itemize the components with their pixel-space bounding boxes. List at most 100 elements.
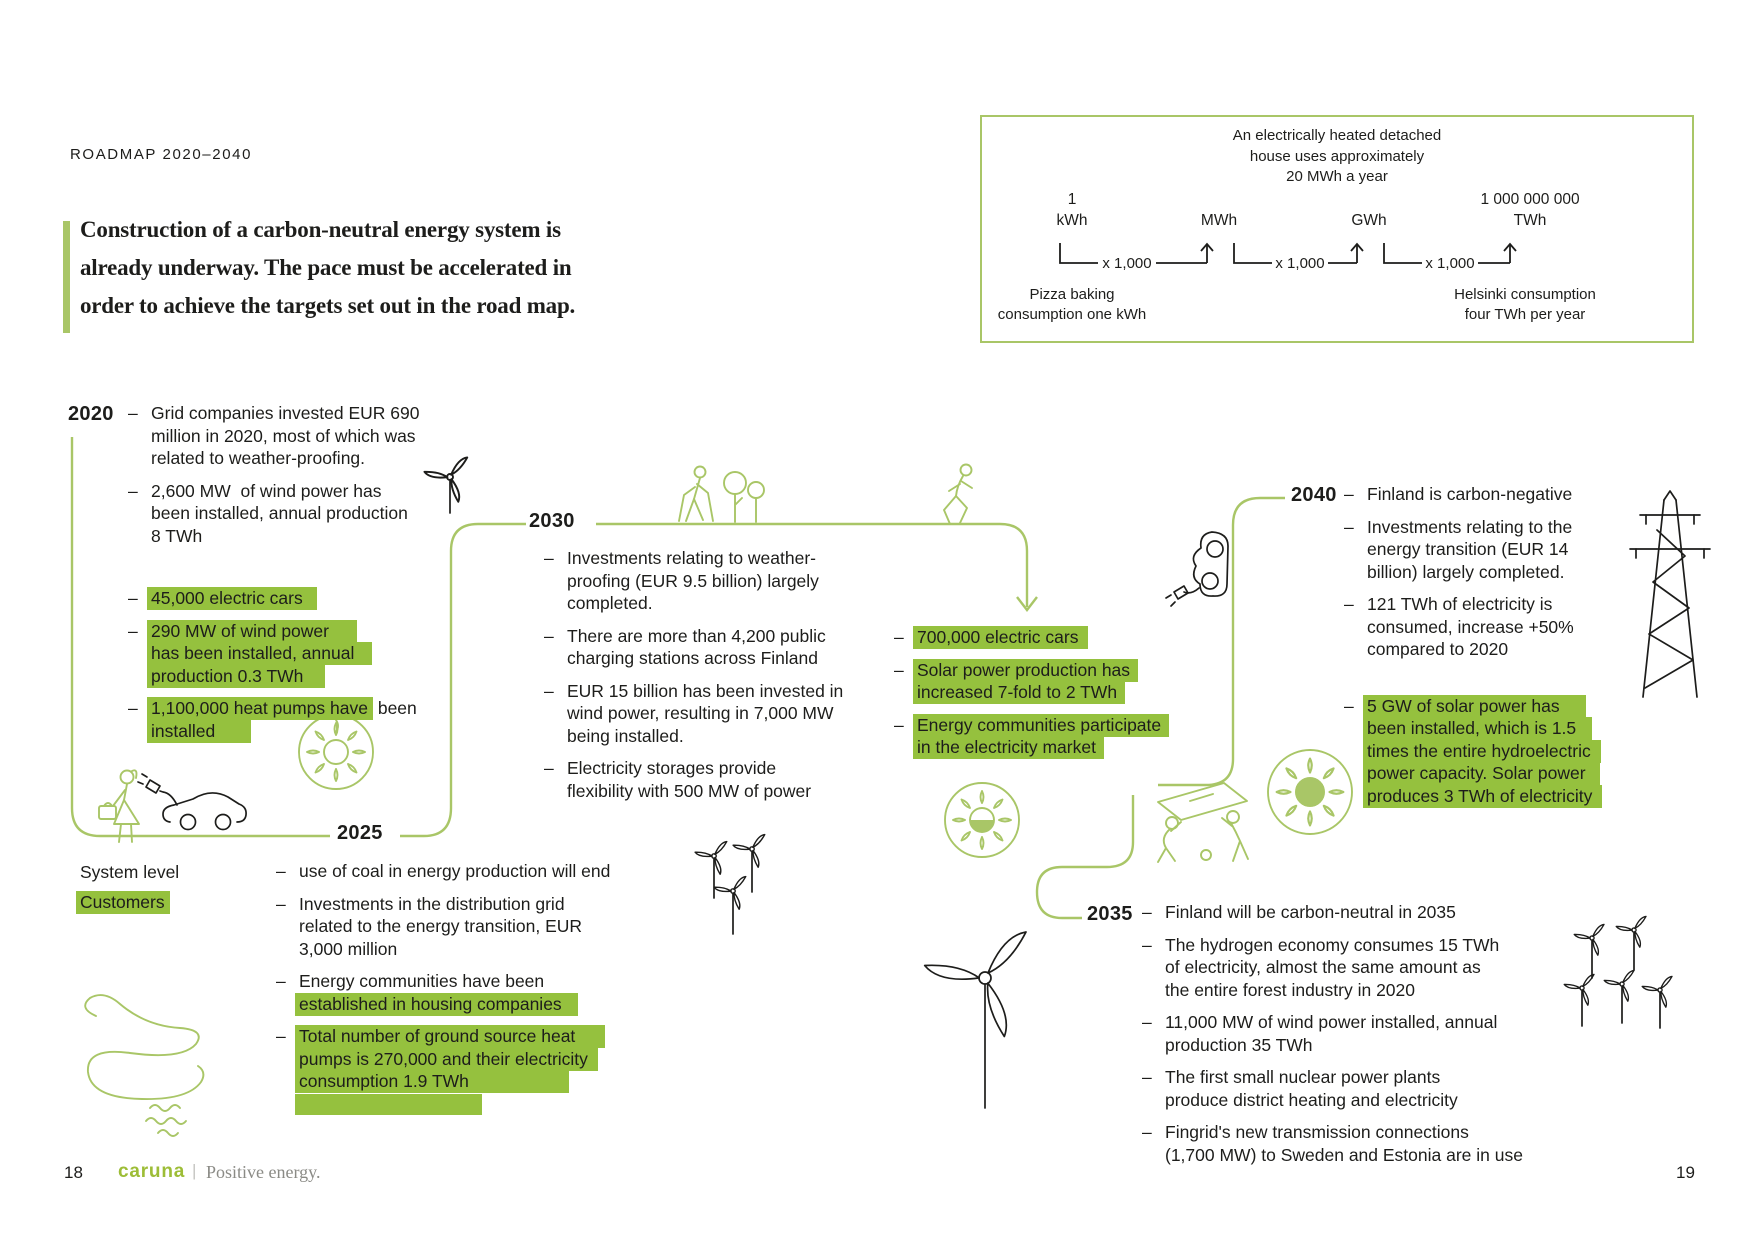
highlighted-text: 5 GW of solar power has [1363,694,1586,718]
bullet-text: related to the energy transition, EUR [299,916,583,936]
bullet-item: – Finland will be carbon-neutral in 2035 [1142,901,1562,924]
highlighted-text: 290 MW of wind power [147,619,357,643]
wind-farm-cluster-icon [1563,915,1673,1029]
footer-separator: | [192,1161,197,1180]
note-line: consumption one kWh [997,305,1147,323]
bullet-dash: – [1142,1067,1152,1087]
unit-gwh: GWh [1304,189,1434,231]
bullet-text: the entire forest industry in 2020 [1165,979,1416,1000]
unit-label: MWh [1200,212,1238,229]
bullet-item: – EUR 15 billion has been invested in wind… [544,680,904,748]
bullet-item: – Solar power production has increased 7-f… [894,658,1224,704]
bullet-text: consumed, increase +50% [1367,616,1574,637]
bullet-dash: – [1344,695,1354,716]
milestone-2020-bullets: – Grid companies invested EUR 690 million … [128,402,508,743]
unit-value [1304,189,1434,210]
lead-quote-line: already underway. The pace must be accel… [80,255,572,280]
bullet-text: of electricity, almost the same amount a… [1165,957,1481,977]
bullet-text: 2,600 MW of wind power has [151,480,382,501]
page-number-right: 19 [1676,1163,1695,1182]
bullet-text: (1,700 MW) to Sweden and Estonia are in … [1165,1144,1523,1165]
bullet-item: –1,100,000 heat pumps have been installed [128,697,508,743]
bullet-item: – Electricity storages provide flexibility… [544,757,904,802]
lead-quote: Construction of a carbon-neutral energy … [80,211,575,325]
unit-box-title-line: An electrically heated detached [1232,127,1442,144]
bullet-text: Grid companies invested EUR 690 [151,403,420,423]
customer-woman-icon [98,769,140,843]
unit-mwh: MWh [1154,189,1284,231]
bullet-text: Finland will be carbon-neutral in 2035 [1165,902,1456,922]
highlighted-text: has been installed, annual [147,642,373,665]
bullet-dash: – [1344,594,1354,614]
bullet-item: – There are more than 4,200 public chargin… [544,625,904,670]
highlighted-text: 1,100,000 heat pumps have [147,697,373,720]
bullet-item: –11,000 MW of wind power installed, annu… [1142,1011,1562,1056]
bullet-text: There are more than 4,200 public [567,625,826,646]
bullet-text: Electricity storages provide [567,758,777,778]
year-label-2040: 2040 [1291,484,1337,506]
solar-sun-half-icon [944,782,1020,858]
highlighted-text: produces 3 TWh of electricity [1363,784,1603,808]
bullet-item: – Investments relating to the energy trans… [1344,516,1694,584]
bullet-text: 121 TWh of electricity is [1367,594,1553,614]
milestone-2025-bullets: – use of coal in energy production will e… [276,860,636,1116]
bullet-dash: – [1142,1012,1152,1032]
bullet-dash: – [128,698,138,718]
bullet-item: – Finland is carbon-negative [1344,483,1694,506]
bullet-text: Investments relating to weather- [567,548,817,568]
bullet-dash: – [128,588,138,608]
bullet-text: Investments relating to the [1367,516,1573,537]
bullet-text: flexibility with 500 MW of power [567,780,812,801]
solar-installation-icon [1157,782,1249,863]
bullet-dash: – [544,680,554,701]
bullet-item: – use of coal in energy production will e… [276,860,636,883]
highlighted-text: 45,000 electric cars [147,587,317,610]
bullet-dash: – [544,758,554,778]
bullet-item: – Energy communities participate in the el… [894,713,1224,759]
highlighted-text: Energy communities participate [913,713,1170,737]
unit-kwh: 1 kWh [1007,189,1137,231]
note-line: four TWh per year [1464,305,1586,323]
bullet-text: compared to 2020 [1367,639,1509,659]
bullet-item: – Investments relating to weather-proofin… [544,547,904,615]
bullet-dash: – [1344,516,1354,537]
unit-value [1154,189,1284,210]
milestone-2030-bullets: – Investments relating to weather-proofin… [544,547,904,802]
bullet-text: EUR 15 billion has been invested in [567,680,844,701]
bullet-item: –290 MW of wind power has been installed,… [128,619,508,688]
bullet-item: – Investments in the distribution grid rel… [276,893,636,961]
bullet-item: –5 GW of solar power has been installed, … [1344,694,1694,808]
multiplier-label: x 1,000 [1275,255,1324,272]
unit-value: 1 000 000 000 [1480,191,1580,208]
bullet-dash: – [276,971,286,991]
bullet-text: Fingrid's new transmission connections [1165,1122,1469,1142]
bullet-text: been installed, annual production [151,503,408,523]
caruna-logo: caruna [118,1161,186,1182]
energy-unit-scale-box: An electrically heated detached house us… [980,115,1694,343]
quote-accent-bar [63,221,70,333]
unit-twh: 1 000 000 000 TWh [1465,189,1595,231]
note-line: Helsinki consumption [1454,286,1596,303]
bullet-item: –121 TWh of electricity is consumed, incr… [1344,593,1694,661]
runner-icon [943,463,973,525]
multiplier-label: x 1,000 [1102,255,1151,272]
wind-farm-icon [694,833,766,935]
bullet-item: – Energy communities have been established… [276,970,636,1016]
bullet-dash: – [894,714,904,735]
highlighted-text: in the electricity market [913,736,1104,759]
highlighted-text: times the entire hydroelectric [1363,739,1601,763]
bullet-dash: – [544,625,554,646]
bullet-dash: – [544,548,554,568]
hiker-icon [678,465,765,523]
bullet-dash: – [1142,1122,1152,1142]
bullet-text: charging stations across Finland [567,648,818,668]
brand-tagline: Positive energy. [206,1162,321,1182]
bullet-text: related to weather-proofing. [151,448,366,468]
highlighted-text: established in housing companies [295,992,578,1016]
unit-value: 1 [1067,191,1077,208]
bullet-text: production 35 TWh [1165,1034,1313,1055]
year-label-2020: 2020 [68,403,114,425]
milestone-2035-bullets: – Finland will be carbon-neutral in 2035–… [1142,901,1562,1166]
page-number-left: 18 [64,1163,83,1182]
